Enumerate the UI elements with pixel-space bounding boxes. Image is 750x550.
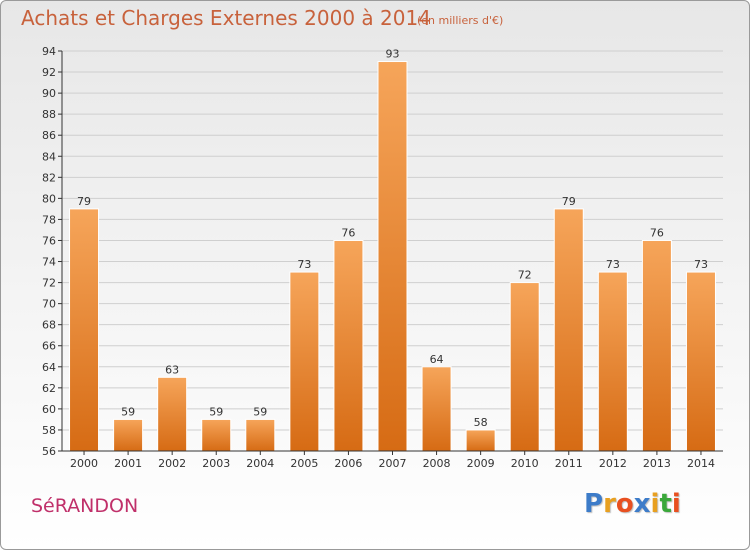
- y-tick-label: 68: [42, 319, 56, 332]
- x-tick-label: 2014: [687, 457, 715, 470]
- bar: [289, 271, 320, 452]
- x-tick-label: 2013: [643, 457, 671, 470]
- x-tick-label: 2008: [423, 457, 451, 470]
- bar-value-label: 59: [209, 405, 223, 418]
- x-tick-label: 2010: [511, 457, 539, 470]
- bar: [597, 271, 628, 452]
- brand-logo-letter: r: [603, 489, 616, 519]
- bar-value-label: 76: [341, 226, 355, 239]
- y-tick-label: 74: [42, 256, 56, 269]
- x-tick-label: 2000: [70, 457, 98, 470]
- y-tick-label: 78: [42, 213, 56, 226]
- bar-value-label: 63: [165, 363, 179, 376]
- bars: 79 59 63 59 59 73 76 93 64 58 72 79 73 76 73: [69, 48, 716, 452]
- chart-subtitle: (en milliers d'€): [417, 14, 504, 27]
- y-tick-label: 80: [42, 192, 56, 205]
- axes: 56 58 60 62 64 66 68 70 72 74 76 78 80 82 84 86 88 90 92 94…: [42, 45, 723, 470]
- bar: [245, 418, 276, 452]
- x-tick-label: 2002: [158, 457, 186, 470]
- y-tick-label: 76: [42, 234, 56, 247]
- bar-value-label: 64: [430, 353, 444, 366]
- y-tick-label: 64: [42, 361, 56, 374]
- bar-value-label: 59: [121, 405, 135, 418]
- bar: [641, 239, 672, 452]
- bar: [465, 429, 496, 452]
- x-tick-label: 2006: [334, 457, 362, 470]
- brand-logo-letter: P: [584, 489, 604, 519]
- y-tick-label: 58: [42, 424, 56, 437]
- x-tick-label: 2012: [599, 457, 627, 470]
- y-tick-label: 72: [42, 277, 56, 290]
- bar-value-label: 73: [606, 258, 620, 271]
- x-tick-label: 2005: [290, 457, 318, 470]
- bar: [113, 418, 144, 452]
- x-tick-label: 2009: [467, 457, 495, 470]
- bar-value-label: 72: [518, 269, 532, 282]
- bar-value-label: 93: [386, 48, 400, 61]
- bar-value-label: 73: [297, 258, 311, 271]
- x-tick-label: 2011: [555, 457, 583, 470]
- x-tick-label: 2001: [114, 457, 142, 470]
- y-tick-label: 62: [42, 382, 56, 395]
- y-tick-label: 66: [42, 340, 56, 353]
- y-tick-label: 94: [42, 45, 56, 58]
- bar: [509, 282, 540, 452]
- y-tick-label: 92: [42, 66, 56, 79]
- y-tick-label: 70: [42, 298, 56, 311]
- bar: [333, 239, 364, 452]
- y-tick-label: 56: [42, 445, 56, 458]
- commune-name: SéRANDON: [31, 495, 139, 517]
- y-tick-label: 60: [42, 403, 56, 416]
- x-tick-label: 2004: [246, 457, 274, 470]
- bar: [377, 61, 408, 452]
- y-tick-label: 84: [42, 150, 56, 163]
- y-tick-label: 82: [42, 171, 56, 184]
- y-tick-label: 90: [42, 87, 56, 100]
- bar: [685, 271, 716, 452]
- y-tick-label: 88: [42, 108, 56, 121]
- chart-title: Achats et Charges Externes 2000 à 2014: [21, 6, 431, 30]
- bar: [201, 418, 232, 452]
- brand-logo-letter: i: [650, 489, 660, 519]
- bar-value-label: 73: [694, 258, 708, 271]
- bar-value-label: 79: [562, 195, 576, 208]
- brand-logo-letter: o: [615, 489, 634, 519]
- bar-value-label: 59: [253, 405, 267, 418]
- bar: [421, 366, 452, 452]
- brand-logo-letter: t: [659, 489, 672, 519]
- bar-value-label: 76: [650, 226, 664, 239]
- bar-value-label: 79: [77, 195, 91, 208]
- brand-logo-letter: x: [633, 489, 651, 519]
- x-tick-label: 2007: [379, 457, 407, 470]
- bar-value-label: 58: [474, 416, 488, 429]
- bar: [69, 208, 100, 452]
- bar: [553, 208, 584, 452]
- x-tick-label: 2003: [202, 457, 230, 470]
- bar: [157, 376, 188, 452]
- y-tick-label: 86: [42, 129, 56, 142]
- brand-logo: Proxiti: [584, 489, 681, 519]
- brand-logo-letter: i: [671, 489, 681, 519]
